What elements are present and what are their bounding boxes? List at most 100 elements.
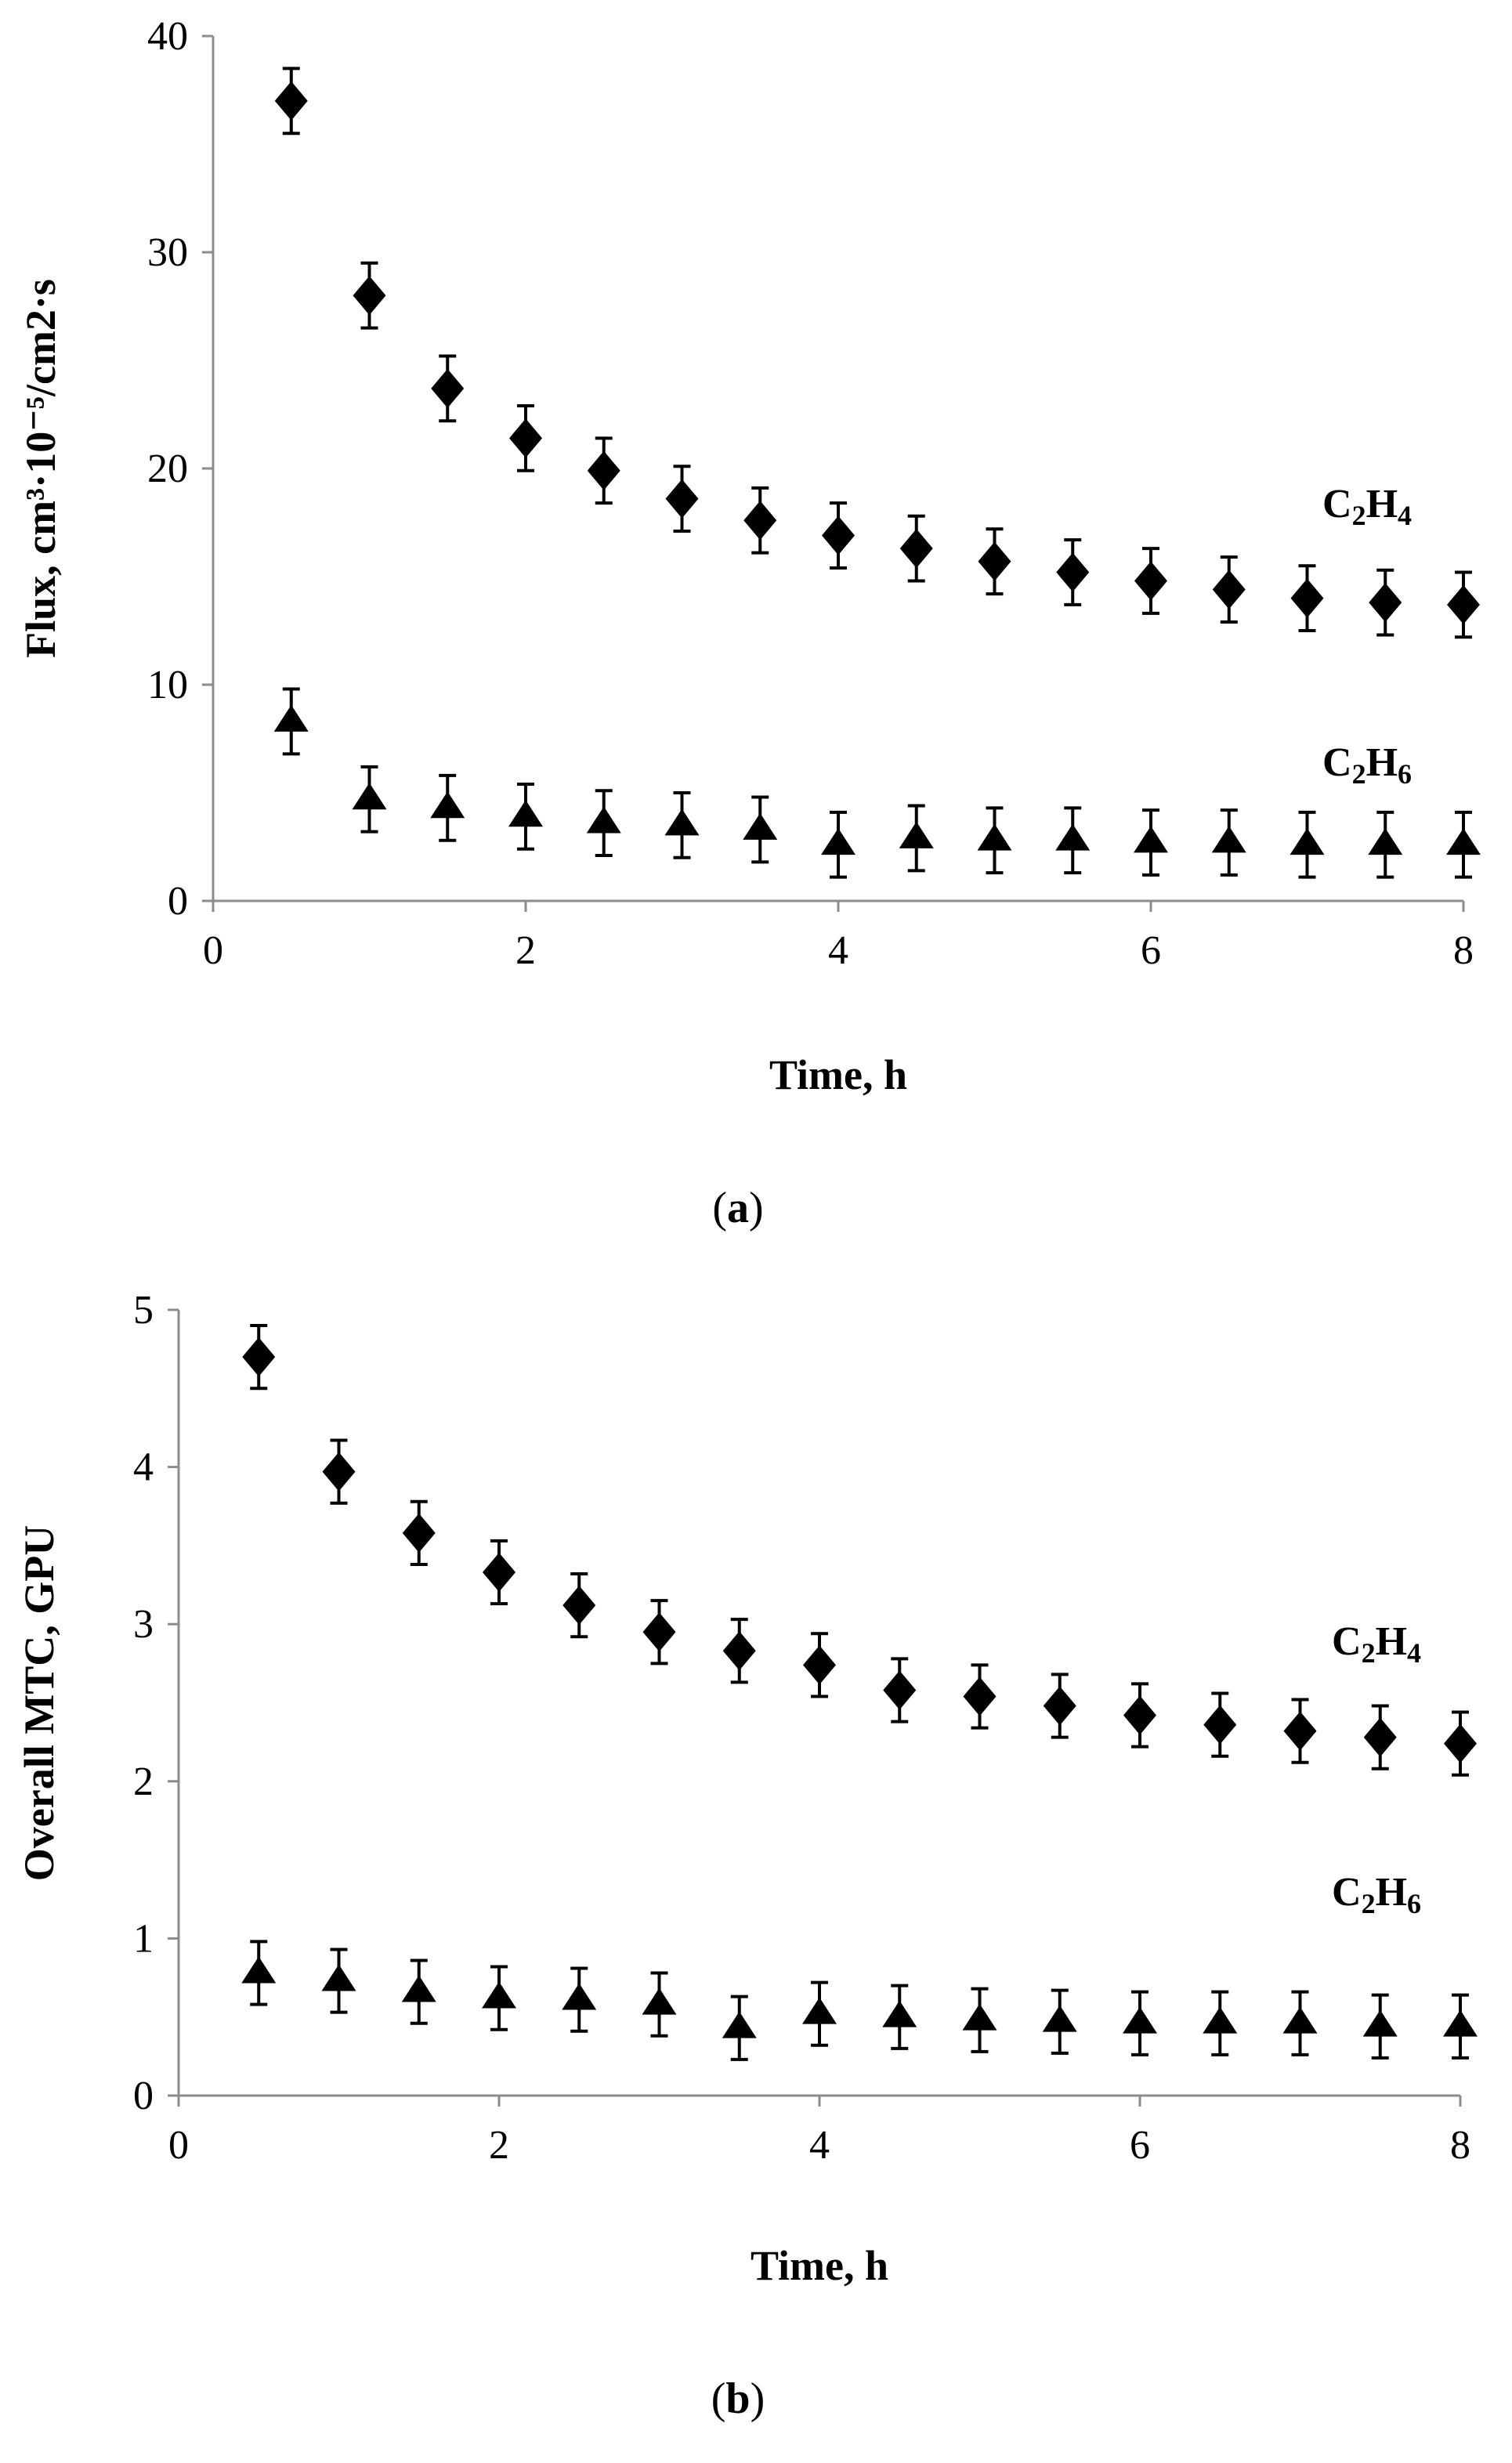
data-point-c2h4 [274,81,308,121]
data-point-c2h4 [1447,584,1480,624]
y-axis-title: Flux, cm³·10⁻⁵/cm2·s [17,279,64,658]
caption-paren: ) [751,2374,765,2423]
x-axis-title: Time, h [751,2242,888,2289]
label-part: C [1332,1619,1362,1664]
x-tick-label: 0 [203,928,223,973]
data-point-c2h6 [664,808,700,836]
data-point-c2h6 [882,2000,917,2027]
flux-axes [212,36,1463,902]
panel-caption-b: (b) [711,2374,765,2423]
x-tick-label: 6 [1141,928,1161,973]
data-point-c2h6 [1134,826,1168,853]
caption-paren: ( [712,1184,727,1232]
data-point-c2h4 [1203,1705,1237,1745]
label-subscript: 2 [1362,1888,1376,1919]
data-point-c2h6 [899,821,934,848]
data-point-c2h4 [1056,552,1090,592]
caption-paren: ) [749,1184,764,1232]
y-tick-label: 10 [147,663,188,707]
data-point-c2h4 [1363,1717,1397,1757]
flux-chart: 0 10 20 30 40 0 2 4 6 8 Time, h Flux, cm³·10⁻⁵/cm… [17,14,1481,1232]
data-point-c2h6 [508,800,543,827]
data-point-c2h6 [1290,828,1325,855]
label-subscript: 2 [1362,1637,1376,1669]
data-point-c2h4 [665,479,699,519]
data-point-c2h4 [978,541,1011,581]
data-point-c2h4 [899,529,933,569]
label-part: H [1376,1870,1407,1915]
panel-caption-a: (a) [712,1184,763,1232]
data-point-c2h6 [482,1981,516,2009]
data-point-c2h6 [352,783,387,810]
data-point-c2h4 [322,1452,356,1492]
data-point-c2h4 [1369,583,1402,623]
data-point-c2h6 [743,812,778,840]
data-point-c2h4 [642,1612,676,1652]
data-point-c2h4 [1212,570,1246,609]
x-tick-label: 4 [828,928,848,973]
data-point-c2h4 [1043,1686,1076,1726]
x-tick-label: 8 [1450,2123,1470,2168]
data-point-c2h4 [402,1513,436,1553]
data-point-c2h4 [1123,1695,1156,1735]
mtc-data-points [241,1337,1478,2038]
data-point-c2h4 [1290,578,1324,618]
label-subscript: 4 [1407,1637,1421,1669]
series-label-c2h4: C2H4 [1332,1619,1421,1669]
label-part: H [1376,1619,1407,1664]
flux-data-points [273,81,1481,855]
data-point-c2h6 [273,704,309,732]
data-point-c2h6 [802,1997,837,2024]
y-tick-label: 0 [133,2074,154,2118]
data-point-c2h4 [587,450,620,490]
data-point-c2h6 [586,806,621,834]
data-point-c2h6 [962,2003,997,2031]
x-tick-label: 4 [809,2123,830,2168]
data-point-c2h6 [401,1975,436,2002]
series-label-c2h6: C2H6 [1322,740,1412,790]
y-tick-label: 30 [147,230,188,275]
y-tick-label: 2 [133,1760,154,1804]
data-point-c2h6 [430,791,465,819]
data-point-c2h6 [722,2011,757,2038]
data-point-c2h4 [722,1631,756,1671]
data-point-c2h6 [642,1987,677,2015]
data-point-c2h4 [509,418,542,458]
data-point-c2h6 [1055,823,1091,851]
y-tick-label: 20 [147,447,188,491]
data-point-c2h4 [822,515,855,555]
data-point-c2h4 [1283,1711,1317,1751]
data-point-c2h6 [1362,2009,1398,2037]
caption-letter: b [725,2374,750,2423]
x-tick-label: 2 [489,2123,509,2168]
flux-ticks: 0 10 20 30 40 0 2 4 6 8 [147,14,1474,973]
data-point-c2h4 [483,1553,515,1593]
data-point-c2h4 [431,368,465,408]
data-point-c2h6 [1446,828,1481,855]
data-point-c2h6 [1203,2006,1238,2034]
label-subscript: 2 [1352,758,1366,790]
data-point-c2h4 [743,501,777,541]
data-point-c2h6 [977,823,1012,851]
data-point-c2h6 [821,828,855,855]
label-subscript: 2 [1352,500,1366,531]
data-point-c2h4 [1134,561,1167,601]
mtc-axes [177,1310,1460,2097]
data-point-c2h6 [1123,2006,1157,2034]
data-point-c2h6 [1042,2005,1077,2032]
caption-letter: a [727,1184,749,1232]
data-point-c2h4 [963,1676,997,1716]
caption-paren: ( [711,2374,726,2423]
series-label-c2h4: C2H4 [1322,482,1412,531]
y-tick-label: 0 [168,879,188,924]
data-point-c2h4 [562,1586,596,1626]
y-tick-label: 5 [133,1288,154,1333]
label-part: H [1366,740,1398,785]
data-point-c2h6 [562,1983,597,2010]
x-axis-title: Time, h [769,1051,907,1098]
data-point-c2h6 [1368,828,1403,855]
label-part: H [1366,482,1398,526]
